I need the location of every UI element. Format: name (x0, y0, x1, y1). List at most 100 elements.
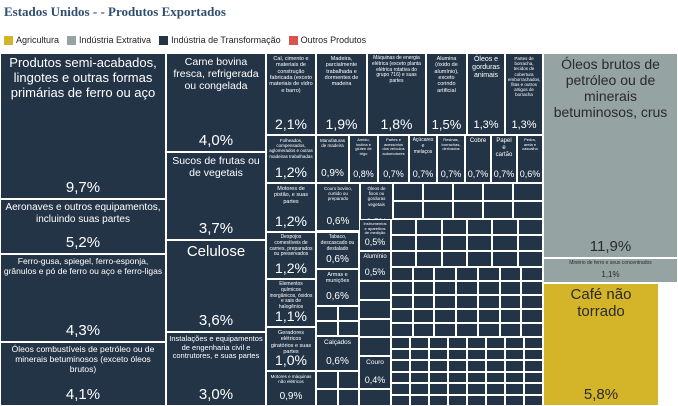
transformacao-minor-cell[interactable] (467, 337, 486, 349)
treemap-cell-produtos-semi-acabados-lingotes-e-outras[interactable]: Produtos semi-acabados, lingotes e outra… (0, 53, 166, 199)
treemap-cell-tabaco-descascado-ou-destalado[interactable]: Tabaco, descascado ou destalado 0,6% (316, 232, 359, 269)
treemap-cell-ferro-gusa-spiegel-ferro-esponja-granulo[interactable]: Ferro-gusa, spiegel, ferro-esponja, grân… (0, 254, 166, 342)
transformacao-minor-cell[interactable] (448, 394, 467, 406)
transformacao-minor-cell[interactable] (521, 323, 543, 337)
transformacao-minor-cell[interactable] (456, 295, 478, 309)
treemap-cell-partes-de-borracha-tecidos-de-cobertura-[interactable]: Partes de borracha, tecidos de cobertura… (505, 53, 543, 135)
transformacao-minor-cell[interactable] (316, 371, 338, 389)
transformacao-minor-cell[interactable] (429, 348, 448, 360)
transformacao-minor-cell[interactable] (429, 383, 448, 395)
transformacao-minor-cell[interactable] (467, 360, 486, 372)
transformacao-minor-cell[interactable] (337, 306, 359, 321)
transformacao-minor-cell[interactable] (486, 394, 505, 406)
treemap-cell-calcados[interactable]: Calçados 0,6% (316, 336, 359, 371)
transformacao-minor-cell[interactable] (391, 323, 413, 337)
transformacao-minor-cell[interactable] (456, 267, 478, 281)
transformacao-minor-cell[interactable] (412, 323, 435, 337)
transformacao-minor-cell[interactable] (429, 371, 448, 383)
treemap-cell-geradores-eletricos-giratorios-e-suas-pa[interactable]: Geradores elétricos giratórios e suas pa… (266, 327, 316, 371)
transformacao-minor-cell[interactable] (441, 235, 467, 251)
transformacao-minor-cell[interactable] (499, 281, 522, 295)
transformacao-minor-cell[interactable] (393, 201, 423, 219)
treemap-cell-armas-e-municoes[interactable]: Armas e munições 0,6% (316, 269, 359, 306)
treemap-cell-acucares-e-melacos[interactable]: Açúcares e melaços 0,7% (409, 135, 437, 183)
treemap-cell-instrumentos-e-aparelhos-de-medicao[interactable]: Instrumentos e aparelhos de medição 0,5% (359, 219, 391, 251)
treemap-cell-carne-bovina-fresca-refrigerada-ou-conge[interactable]: Carne bovina fresca, refrigerada ou cong… (166, 53, 266, 152)
transformacao-minor-cell[interactable] (359, 389, 391, 406)
transformacao-minor-cell[interactable] (505, 383, 524, 395)
legend-item-agricultura[interactable]: Agricultura (4, 35, 59, 45)
transformacao-minor-cell[interactable] (453, 201, 483, 219)
transformacao-minor-cell[interactable] (391, 267, 413, 281)
transformacao-minor-cell[interactable] (412, 281, 435, 295)
transformacao-minor-cell[interactable] (391, 219, 417, 235)
transformacao-minor-cell[interactable] (499, 323, 522, 337)
transformacao-minor-cell[interactable] (521, 309, 543, 323)
transformacao-minor-cell[interactable] (524, 348, 543, 360)
treemap-cell-maquinas-de-energia-eletrica-exceto-plan[interactable]: Máquinas de energia elétrica (exceto pla… (367, 53, 426, 135)
transformacao-minor-cell[interactable] (429, 360, 448, 372)
transformacao-minor-cell[interactable] (448, 348, 467, 360)
treemap-cell-cal-cimento-e-materiais-de-construcao-fa[interactable]: Cal, cimento e materiais de construção f… (266, 53, 316, 135)
transformacao-minor-cell[interactable] (441, 219, 467, 235)
treemap-cell-despojos-comestiveis-de-carnes-preparado[interactable]: Despojos comestíveis de carnes, preparad… (266, 232, 316, 279)
treemap-cell-oleos-combustiveis-de-petroleo-ou-de-min[interactable]: Óleos combustíveis de petróleo ou de min… (0, 342, 166, 406)
transformacao-minor-cell[interactable] (434, 295, 457, 309)
treemap-cell-motores-e-maquinas-nao-eletricos[interactable]: Motores e máquinas não elétricos 0,9% (266, 371, 316, 406)
treemap-cell-aeronaves-e-outros-equipamentos-incluind[interactable]: Aeronaves e outros equipamentos, incluin… (0, 199, 166, 254)
transformacao-minor-cell[interactable] (429, 394, 448, 406)
transformacao-minor-cell[interactable] (412, 267, 435, 281)
transformacao-minor-cell[interactable] (477, 309, 500, 323)
treemap-cell-oleos-brutos-de-petroleo-ou-de-minerais-[interactable]: Óleos brutos de petróleo ou de minerais … (543, 53, 678, 258)
transformacao-minor-cell[interactable] (505, 348, 524, 360)
transformacao-minor-cell[interactable] (416, 235, 442, 251)
transformacao-minor-cell[interactable] (486, 337, 505, 349)
transformacao-minor-cell[interactable] (517, 251, 543, 267)
transformacao-minor-cell[interactable] (467, 219, 493, 235)
transformacao-minor-cell[interactable] (434, 281, 457, 295)
transformacao-minor-cell[interactable] (434, 309, 457, 323)
transformacao-minor-cell[interactable] (448, 360, 467, 372)
treemap-cell-cafe-nao-torrado[interactable]: Café não torrado 5,8% (543, 283, 659, 406)
transformacao-minor-cell[interactable] (486, 383, 505, 395)
transformacao-minor-cell[interactable] (524, 371, 543, 383)
transformacao-minor-cell[interactable] (391, 251, 417, 267)
treemap-cell-alumina-oxido-de-aluminio-exceto-corindo[interactable]: Alumina (óxido de alumínio), exceto cori… (426, 53, 467, 135)
transformacao-minor-cell[interactable] (410, 360, 429, 372)
treemap-cell-elementos-quimicos-inorganicos-oxidos-e-[interactable]: Elementos químicos inorgânicos, óxidos e… (266, 279, 316, 327)
transformacao-minor-cell[interactable] (391, 337, 410, 349)
transformacao-minor-cell[interactable] (456, 281, 478, 295)
transformacao-minor-cell[interactable] (359, 318, 391, 338)
transformacao-minor-cell[interactable] (483, 183, 513, 201)
transformacao-minor-cell[interactable] (521, 281, 543, 295)
treemap-cell-manufaturas-de-madeira[interactable]: Manufaturas de madeira 0,9% (316, 135, 349, 183)
transformacao-minor-cell[interactable] (423, 183, 453, 201)
transformacao-minor-cell[interactable] (513, 183, 543, 201)
treemap-cell-partes-e-acessorios-dos-veiculos-automot[interactable]: Partes e acessórios dos veículos automot… (378, 135, 409, 183)
treemap-cell-folheados-compensados-aglomerados-e-outr[interactable]: Folheados, compensados, aglomerados e ou… (266, 135, 316, 183)
transformacao-minor-cell[interactable] (499, 295, 522, 309)
transformacao-minor-cell[interactable] (505, 360, 524, 372)
treemap-cell-sucos-de-frutas-ou-de-vegetais[interactable]: Sucos de frutas ou de vegetais 3,7% (166, 152, 266, 240)
transformacao-minor-cell[interactable] (513, 201, 543, 219)
transformacao-minor-cell[interactable] (453, 183, 483, 201)
transformacao-minor-cell[interactable] (337, 388, 359, 406)
treemap-cell-couro[interactable]: Couro 0,4% (359, 356, 391, 389)
transformacao-minor-cell[interactable] (391, 371, 410, 383)
transformacao-minor-cell[interactable] (456, 323, 478, 337)
transformacao-minor-cell[interactable] (477, 281, 500, 295)
transformacao-minor-cell[interactable] (416, 251, 442, 267)
transformacao-minor-cell[interactable] (359, 281, 391, 300)
transformacao-minor-cell[interactable] (410, 348, 429, 360)
treemap-cell-papel-e-cartao[interactable]: Papel e cartão 0,7% (491, 135, 517, 183)
transformacao-minor-cell[interactable] (448, 337, 467, 349)
transformacao-minor-cell[interactable] (521, 267, 543, 281)
transformacao-minor-cell[interactable] (391, 360, 410, 372)
legend-item-industria-transformacao[interactable]: Indústria de Transformação (159, 35, 281, 45)
transformacao-minor-cell[interactable] (316, 388, 338, 406)
transformacao-minor-cell[interactable] (492, 219, 518, 235)
transformacao-minor-cell[interactable] (456, 309, 478, 323)
transformacao-minor-cell[interactable] (393, 183, 423, 201)
treemap-cell-resinas-borrachas-derivados[interactable]: Resinas, borrachas, derivados 0,7% (437, 135, 465, 183)
transformacao-minor-cell[interactable] (467, 251, 493, 267)
